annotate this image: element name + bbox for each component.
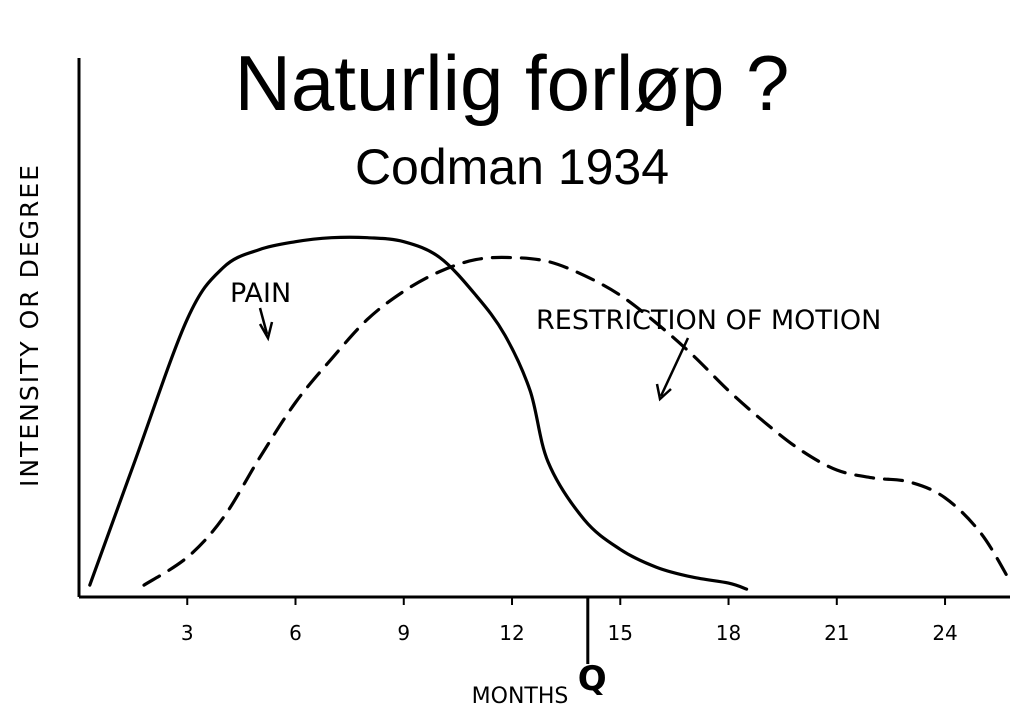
pain-annotation-label: PAIN xyxy=(230,278,291,309)
x-tick-label: 12 xyxy=(499,621,524,645)
pain-annotation: PAIN xyxy=(230,278,291,342)
restriction-annotation-label: RESTRICTION OF MOTION xyxy=(536,305,881,336)
y-axis-label: INTENSITY OR DEGREE xyxy=(15,163,44,487)
x-tick-label: 18 xyxy=(716,621,741,645)
x-tick-label: 9 xyxy=(397,621,410,645)
restriction-annotation-arrow xyxy=(659,337,690,397)
pain-line xyxy=(88,235,749,591)
x-tick-label: 15 xyxy=(608,621,633,645)
restriction-annotation: RESTRICTION OF MOTION xyxy=(536,305,881,402)
restriction-of-motion-line xyxy=(142,255,1012,587)
chart-subtitle: Codman 1934 xyxy=(355,139,669,195)
x-tick-label: 21 xyxy=(824,621,849,645)
q-marker-label: Q xyxy=(578,659,607,699)
x-tick-label: 24 xyxy=(932,621,957,645)
restriction-arrow-head xyxy=(655,383,672,402)
chart-title: Naturlig forløp ? xyxy=(235,39,790,127)
x-axis: 3 6 9 12 15 18 21 24 MONTHS xyxy=(79,595,1010,709)
pain-arrow-head xyxy=(258,321,274,342)
pain-annotation-arrow xyxy=(258,307,269,335)
x-tick-label: 6 xyxy=(289,621,302,645)
x-tick-label: 3 xyxy=(181,621,194,645)
x-ticks: 3 6 9 12 15 18 21 24 xyxy=(181,597,958,645)
y-axis: INTENSITY OR DEGREE xyxy=(15,58,81,597)
q-marker: Q xyxy=(578,597,607,699)
x-axis-label: MONTHS xyxy=(472,684,569,709)
series-layer xyxy=(88,235,1012,591)
